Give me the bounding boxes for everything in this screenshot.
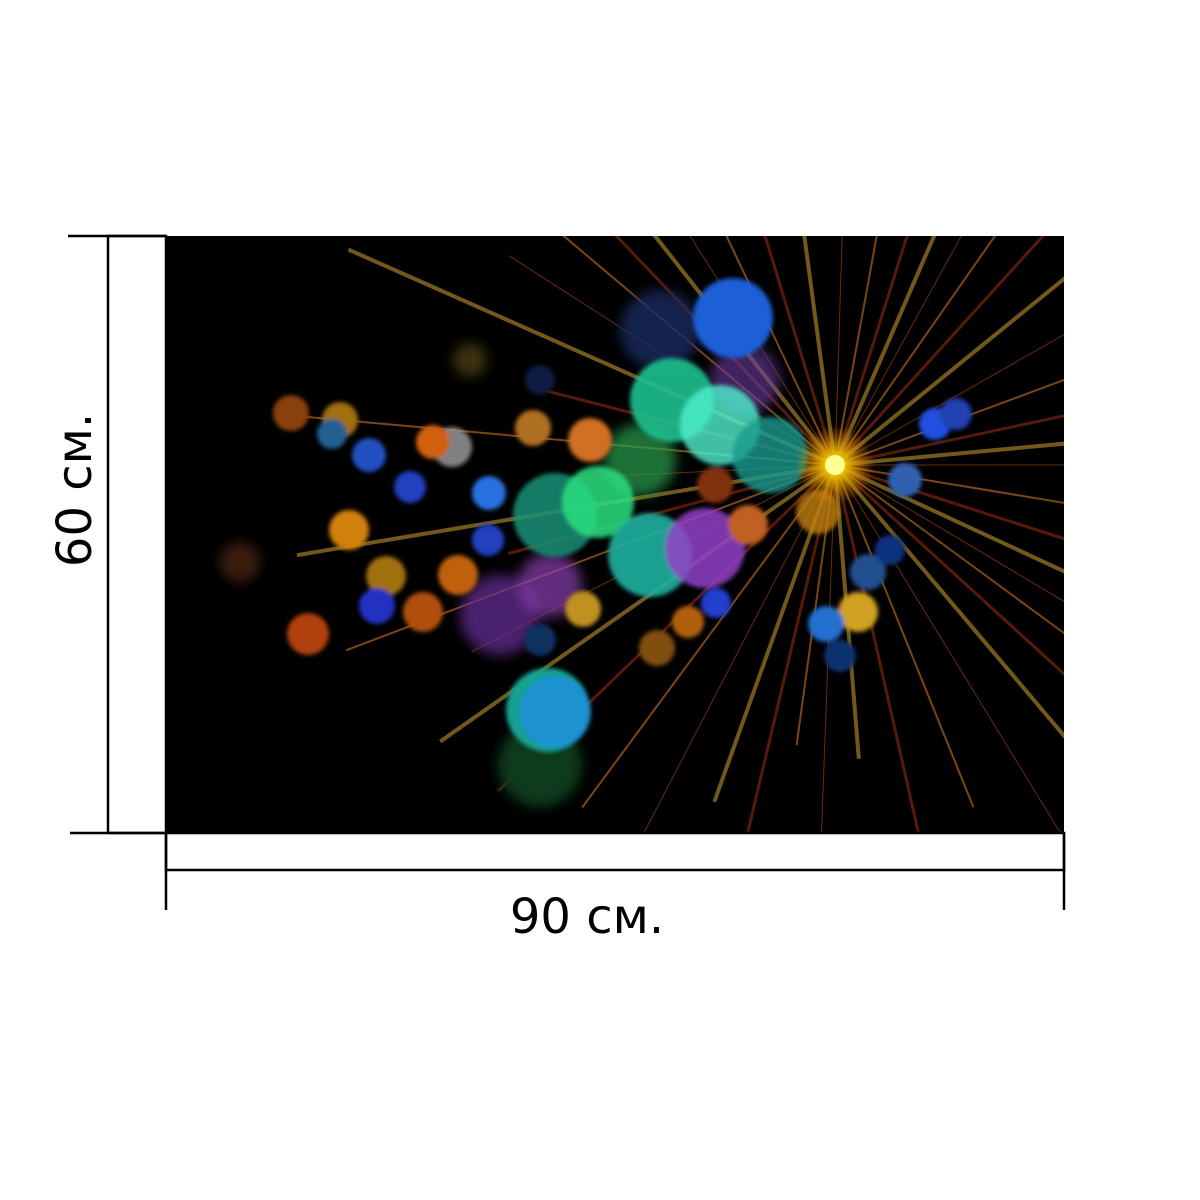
light-ray (689, 236, 836, 466)
bokeh-circle (273, 395, 309, 431)
bokeh-circle (317, 419, 347, 449)
bokeh-circle (220, 542, 260, 582)
light-ray (802, 236, 837, 466)
light-ray (833, 276, 1064, 467)
light-ray (834, 441, 1064, 467)
bokeh-circle (693, 278, 773, 358)
light-ray (763, 236, 837, 466)
dimension-lines (68, 234, 1066, 910)
light-ray (439, 463, 837, 744)
bokeh-circle (620, 290, 700, 370)
bokeh-circle (394, 471, 426, 503)
light-ray (834, 334, 1064, 466)
bokeh-circle (808, 606, 844, 642)
height-label: 60 см. (47, 413, 103, 567)
bokeh-circle (472, 524, 504, 556)
bokeh-circle (329, 510, 369, 550)
light-ray (834, 464, 1064, 602)
light-ray (834, 236, 878, 466)
light-ray (834, 414, 1064, 467)
light-ray (833, 236, 1045, 467)
bokeh-circle (568, 418, 612, 462)
light-ray (581, 464, 836, 809)
light-ray (834, 464, 1064, 635)
bokeh-circle (524, 624, 556, 656)
bokeh-circle (665, 508, 745, 588)
bokeh-circle (438, 555, 478, 595)
bokeh-circle (824, 640, 856, 672)
width-bar (164, 831, 1066, 872)
light-ray (834, 463, 1064, 541)
photo (166, 236, 1064, 833)
width-label: 90 см. (510, 889, 664, 945)
bokeh-circle (565, 591, 601, 627)
bokeh-circle (416, 425, 450, 459)
bokeh-circle (562, 466, 634, 538)
light-ray (834, 463, 1064, 574)
bokeh-circle (728, 505, 768, 545)
bokeh-circle (672, 606, 704, 638)
light-ray (834, 464, 1062, 833)
light-ray (643, 464, 836, 833)
light-ray (833, 463, 1064, 676)
light-ray (833, 236, 909, 466)
bokeh-circle (518, 553, 582, 617)
bokeh-circle (472, 476, 506, 510)
bokeh-circle (453, 343, 487, 377)
light-ray (746, 464, 837, 833)
bokeh-circle (515, 410, 551, 446)
bokeh-circle (352, 438, 386, 472)
bokeh-circle (850, 554, 886, 590)
height-bar (106, 234, 168, 835)
light-ray (834, 464, 1064, 504)
bokeh-circle (888, 463, 922, 497)
bokeh-circle (639, 630, 675, 666)
bokeh-circle (697, 467, 733, 503)
star-core (825, 455, 845, 475)
bokeh-circle (519, 676, 591, 748)
bokeh-circle (359, 588, 395, 624)
light-ray (834, 236, 843, 466)
bokeh-circle (287, 613, 329, 655)
bokeh-circle (940, 398, 972, 430)
light-ray (834, 236, 962, 466)
light-ray (833, 464, 921, 833)
bokeh-circle (701, 588, 731, 618)
light-ray (652, 236, 837, 467)
bokeh-circle (525, 365, 555, 395)
bokeh-circle (366, 556, 406, 596)
light-ray (834, 378, 1064, 466)
bokeh-circle (838, 592, 878, 632)
light-ray (833, 236, 937, 466)
light-ray (834, 464, 975, 808)
bokeh-circle (403, 592, 443, 632)
light-ray (834, 236, 997, 466)
bokeh-circle (732, 417, 808, 493)
light-ray (833, 463, 1064, 739)
bokeh-lights (273, 278, 972, 752)
light-ray (821, 464, 836, 833)
bokeh-circle (875, 535, 905, 565)
